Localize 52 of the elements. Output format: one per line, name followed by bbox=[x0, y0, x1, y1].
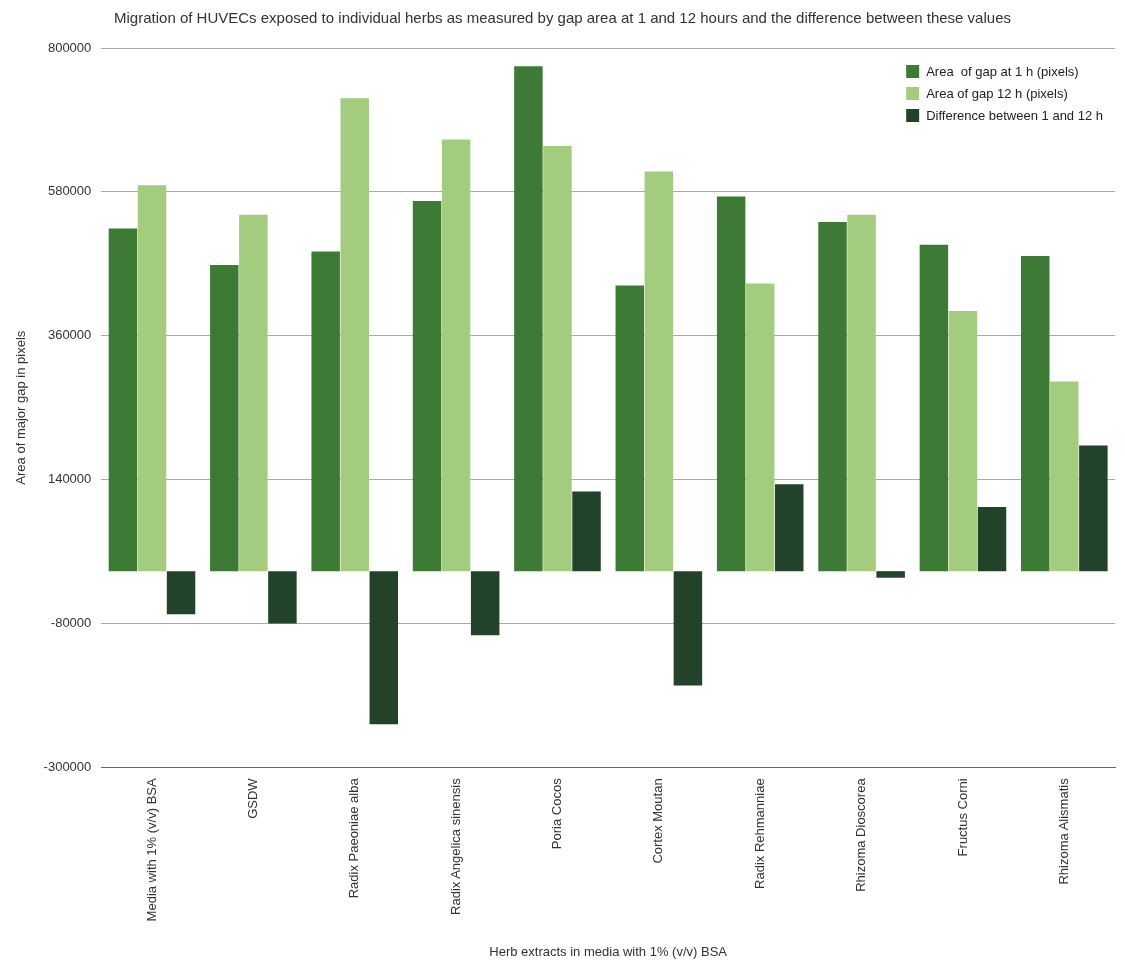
x-tick-label: Cortex Moutan bbox=[650, 778, 666, 864]
bar bbox=[137, 185, 167, 572]
bar bbox=[166, 571, 196, 615]
bar bbox=[847, 214, 876, 572]
bar bbox=[615, 285, 645, 572]
x-tick-label: Media with 1% (v/v) BSA bbox=[143, 778, 159, 922]
bar bbox=[470, 571, 500, 636]
x-tick-label: Rhizoma Dioscorea bbox=[853, 777, 869, 892]
x-tick-label: Radix Paeoniae alba bbox=[346, 777, 362, 899]
bar bbox=[369, 571, 399, 725]
legend-label: Area of gap at 1 h (pixels) bbox=[926, 63, 1079, 79]
bar bbox=[716, 196, 746, 572]
bar bbox=[919, 244, 949, 572]
chart-title: Migration of HUVECs exposed to individual herbs as measured by gap area at 1 and 12 hours and the difference between these values bbox=[114, 9, 1011, 27]
bar bbox=[775, 484, 804, 572]
bar bbox=[210, 265, 239, 572]
bar bbox=[311, 251, 340, 572]
bar bbox=[1050, 381, 1079, 572]
bar bbox=[514, 66, 543, 572]
legend-label: Difference between 1 and 12 h bbox=[926, 107, 1104, 123]
bar bbox=[268, 571, 297, 624]
x-axis-title: Herb extracts in media with 1% (v/v) BSA bbox=[489, 943, 728, 959]
y-tick-label: 580000 bbox=[47, 183, 92, 199]
x-tick-label: Poria Cocos bbox=[549, 777, 565, 850]
bar bbox=[543, 146, 572, 572]
bar bbox=[818, 221, 847, 572]
y-tick-label: -300000 bbox=[43, 758, 92, 774]
bar bbox=[108, 228, 138, 572]
x-tick-label: Fructus Corni bbox=[954, 778, 970, 857]
bar bbox=[1021, 255, 1050, 572]
bar bbox=[340, 98, 369, 572]
bar bbox=[572, 491, 601, 572]
bar bbox=[673, 571, 703, 686]
bar bbox=[876, 571, 905, 578]
bar bbox=[412, 201, 442, 572]
y-axis-title: Area of major gap in pixels bbox=[13, 330, 29, 485]
y-tick-label: 360000 bbox=[47, 327, 92, 343]
bar bbox=[977, 507, 1007, 572]
y-tick-label: -80000 bbox=[50, 615, 92, 631]
x-tick-label: Rhizoma Alismatis bbox=[1055, 777, 1071, 885]
x-tick-label: Radix Angelica sinensis bbox=[447, 777, 463, 915]
y-tick-label: 800000 bbox=[47, 39, 92, 55]
bar bbox=[441, 139, 471, 572]
x-tick-label: GSDW bbox=[244, 777, 260, 819]
x-tick-label: Radix Rehmanniae bbox=[751, 778, 767, 889]
bar bbox=[1079, 445, 1108, 572]
legend-label: Area of gap 12 h (pixels) bbox=[926, 85, 1068, 101]
bar bbox=[948, 310, 978, 572]
bar bbox=[745, 283, 775, 572]
bar bbox=[239, 214, 268, 572]
y-tick-label: 140000 bbox=[47, 471, 92, 487]
bar bbox=[644, 171, 674, 572]
